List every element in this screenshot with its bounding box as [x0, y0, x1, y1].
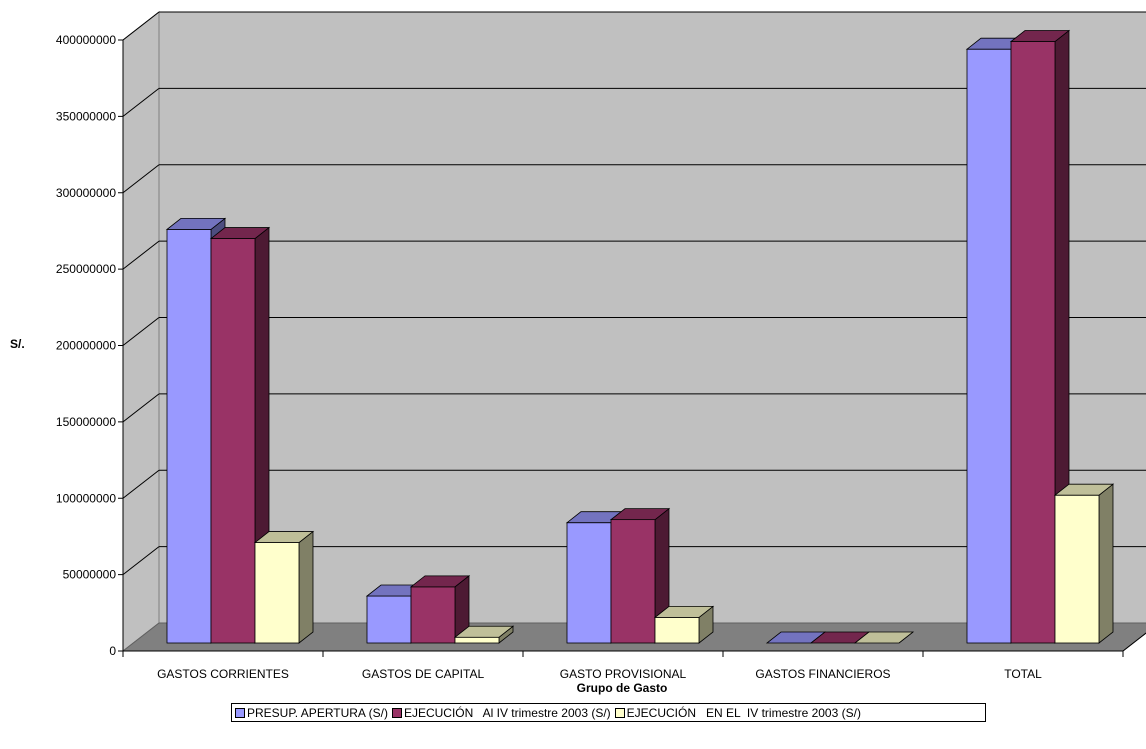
bar: [409, 575, 471, 644]
bar: [853, 631, 915, 644]
legend-swatch: [391, 707, 402, 718]
y-tick-label: 350000000: [56, 109, 116, 123]
bar-front: [366, 595, 412, 644]
bar-top: [1053, 483, 1115, 496]
bar-top: [853, 631, 915, 644]
bar-top: [409, 575, 471, 588]
gridline: [122, 240, 160, 270]
legend-label: EJECUCIÓN Al IV trimestre 2003 (S/): [403, 705, 611, 720]
bar-front: [454, 636, 500, 644]
x-axis-depth-line: [1122, 632, 1146, 652]
gridline: [122, 469, 160, 499]
bar-top: [609, 508, 671, 521]
gridline: [122, 317, 160, 346]
x-tick-label: GASTOS FINANCIEROS: [755, 667, 890, 681]
bar-front: [410, 586, 456, 644]
bars: [165, 29, 1115, 644]
bar-front: [254, 542, 300, 644]
bar-front: [1010, 41, 1056, 644]
y-tick-label: 200000000: [56, 339, 116, 353]
legend-item: PRESUP. APERTURA (S/): [235, 706, 388, 720]
bar-top: [165, 218, 227, 230]
y-tick-label: 300000000: [56, 186, 116, 200]
legend-label: EJECUCIÓN EN EL IV trimestre 2003 (S/): [626, 705, 861, 720]
bar: [1053, 483, 1115, 644]
legend-swatch: [614, 707, 625, 718]
bar-front: [566, 522, 612, 644]
legend-swatch: [235, 707, 245, 718]
bar-front: [1054, 494, 1100, 644]
x-axis-title: Grupo de Gasto: [577, 681, 668, 695]
bar-front: [610, 519, 656, 644]
x-tick-label: GASTOS DE CAPITAL: [362, 667, 485, 681]
axes: [118, 39, 1146, 657]
x-tick-label: GASTO PROVISIONAL: [560, 667, 687, 681]
bar-front: [966, 48, 1012, 644]
bar-front: [210, 238, 256, 644]
bar: [253, 530, 315, 644]
bar: [453, 625, 515, 644]
x-tick-label: GASTOS CORRIENTES: [157, 667, 289, 681]
bar-top: [453, 625, 515, 638]
gridline: [122, 87, 160, 117]
bar: [365, 584, 427, 644]
legend-item: EJECUCIÓN Al IV trimestre 2003 (S/): [391, 705, 611, 720]
bar-side: [298, 530, 314, 644]
bar-top: [253, 531, 315, 543]
bar-top: [209, 227, 271, 239]
y-tick-label: 150000000: [56, 415, 116, 429]
bar-front: [166, 229, 212, 644]
legend: PRESUP. APERTURA (S/) EJECUCIÓN Al IV tri…: [231, 703, 986, 722]
y-tick-label: 250000000: [56, 262, 116, 276]
legend-label: PRESUP. APERTURA (S/): [247, 705, 388, 720]
gridline: [122, 11, 160, 41]
y-tick-label: 0: [109, 644, 116, 658]
x-tick-label: TOTAL: [1004, 667, 1042, 681]
bar: [209, 226, 271, 644]
y-tick-label: 50000000: [63, 568, 117, 582]
y-tick-labels: 0 50000000 100000000 150000000 200000000 2500…: [56, 33, 116, 658]
bar-top: [653, 605, 715, 618]
gridline: [122, 393, 160, 423]
bar-front: [654, 616, 700, 644]
bar: [653, 605, 715, 644]
legend-item: EJECUCIÓN EN EL IV trimestre 2003 (S/): [614, 705, 861, 720]
gridline: [122, 164, 160, 194]
y-axis-title: S/.: [10, 337, 25, 351]
gridline: [122, 546, 160, 576]
bar-side: [1098, 483, 1114, 644]
y-tick-label: 400000000: [56, 33, 116, 47]
bar-top: [1009, 30, 1071, 42]
bar: [609, 507, 671, 644]
x-tick-labels: GASTOS CORRIENTES GASTOS DE CAPITAL GASTO …: [157, 667, 1042, 681]
y-tick-label: 100000000: [56, 491, 116, 505]
